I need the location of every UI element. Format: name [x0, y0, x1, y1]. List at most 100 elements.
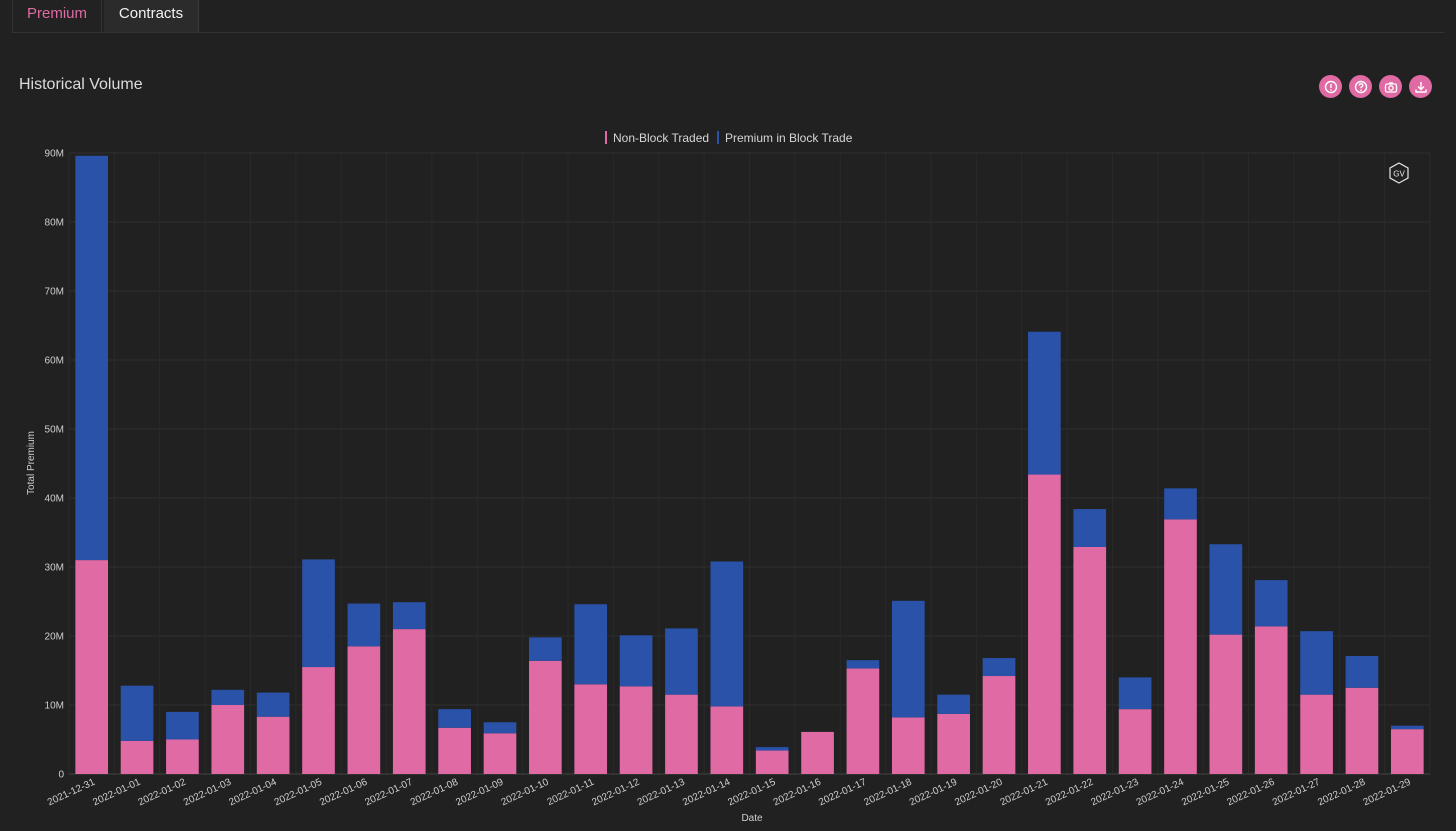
bar-non-block[interactable]	[1118, 709, 1152, 774]
bar-block-trade[interactable]	[75, 155, 109, 561]
download-icon	[1414, 81, 1427, 93]
x-axis-ticks: 2021-12-312022-01-012022-01-022022-01-03…	[46, 777, 1413, 809]
bar-non-block[interactable]	[1028, 474, 1061, 774]
bar-block-trade[interactable]	[347, 603, 381, 647]
bar-non-block[interactable]	[347, 646, 381, 774]
tab-premium[interactable]: Premium	[12, 0, 102, 32]
bar-block-trade[interactable]	[256, 692, 290, 717]
bar-block-trade[interactable]	[755, 747, 789, 751]
bar-block-trade[interactable]	[1073, 509, 1107, 547]
bar-block-trade[interactable]	[982, 658, 1016, 677]
bar-non-block[interactable]	[166, 739, 199, 775]
bar-non-block[interactable]	[574, 684, 608, 774]
bar-non-block[interactable]	[120, 740, 154, 774]
bar-non-block[interactable]	[1164, 519, 1197, 774]
y-tick-label: 10M	[45, 701, 64, 712]
bar-non-block[interactable]	[710, 706, 744, 774]
tab-bar: Premium Contracts	[12, 0, 1444, 33]
x-tick-label: 2022-01-12	[590, 777, 641, 809]
bar-non-block[interactable]	[529, 660, 562, 774]
gv-watermark-icon: GV	[1389, 162, 1409, 184]
x-tick-label: 2022-01-15	[726, 777, 777, 809]
legend-swatch-block[interactable]	[717, 131, 719, 144]
bar-block-trade[interactable]	[529, 637, 562, 661]
y-tick-label: 60M	[45, 356, 64, 367]
y-tick-label: 30M	[45, 563, 64, 574]
x-tick-label: 2022-01-17	[817, 777, 868, 809]
x-tick-label: 2022-01-20	[953, 777, 1004, 809]
help-button[interactable]	[1349, 75, 1372, 98]
bar-block-trade[interactable]	[1254, 580, 1288, 627]
download-button[interactable]	[1409, 75, 1432, 98]
bar-non-block[interactable]	[982, 676, 1016, 774]
bar-non-block[interactable]	[937, 713, 970, 774]
bar-block-trade[interactable]	[483, 722, 517, 734]
x-tick-label: 2022-01-10	[500, 777, 551, 809]
bar-block-trade[interactable]	[392, 602, 426, 630]
screenshot-button[interactable]	[1379, 75, 1402, 98]
bar-non-block[interactable]	[1390, 729, 1424, 774]
bar-block-trade[interactable]	[302, 559, 335, 668]
bar-block-trade[interactable]	[1300, 631, 1333, 695]
bar-block-trade[interactable]	[1028, 331, 1061, 475]
bar-block-trade[interactable]	[166, 711, 199, 740]
chart-grid	[68, 152, 1431, 775]
bar-block-trade[interactable]	[1164, 488, 1197, 520]
bar-block-trade[interactable]	[710, 561, 744, 707]
bar-block-trade[interactable]	[619, 635, 653, 687]
bar-block-trade[interactable]	[211, 689, 245, 705]
y-tick-label: 80M	[45, 218, 64, 229]
bar-non-block[interactable]	[75, 560, 109, 774]
bar-block-trade[interactable]	[1209, 544, 1243, 635]
y-tick-label: 20M	[45, 632, 64, 643]
bar-non-block[interactable]	[392, 629, 426, 774]
legend-label-block[interactable]: Premium in Block Trade	[725, 131, 853, 145]
x-tick-label: 2022-01-14	[681, 777, 732, 809]
y-tick-label: 50M	[45, 425, 64, 436]
x-tick-label: 2022-01-18	[863, 777, 914, 809]
bar-non-block[interactable]	[211, 705, 245, 774]
bar-block-trade[interactable]	[665, 628, 698, 695]
bar-non-block[interactable]	[1254, 626, 1288, 774]
x-tick-label: 2021-12-31	[46, 777, 97, 809]
camera-icon	[1384, 81, 1397, 93]
bar-block-trade[interactable]	[1390, 725, 1424, 730]
x-tick-label: 2022-01-16	[772, 777, 823, 809]
info-button[interactable]	[1319, 75, 1342, 98]
bar-non-block[interactable]	[665, 694, 698, 774]
legend: Non-Block Traded Premium in Block Trade	[605, 131, 853, 145]
bar-block-trade[interactable]	[1118, 677, 1152, 710]
legend-swatch-non-block[interactable]	[605, 131, 607, 144]
y-tick-label: 70M	[45, 287, 64, 298]
x-tick-label: 2022-01-04	[227, 777, 278, 809]
bar-block-trade[interactable]	[937, 694, 970, 714]
bar-non-block[interactable]	[619, 686, 653, 774]
bar-block-trade[interactable]	[1345, 656, 1379, 688]
bar-non-block[interactable]	[755, 750, 789, 774]
x-tick-label: 2022-01-05	[273, 777, 324, 809]
bar-block-trade[interactable]	[846, 660, 880, 669]
x-tick-label: 2022-01-08	[409, 777, 460, 809]
y-axis-ticks: 0 10M 20M 30M 40M 50M 60M 70M 80M 90M	[45, 149, 65, 781]
legend-label-non-block[interactable]: Non-Block Traded	[613, 131, 709, 145]
bar-block-trade[interactable]	[891, 600, 925, 718]
bar-block-trade[interactable]	[438, 709, 471, 728]
chart-bars	[75, 155, 1424, 775]
x-tick-label: 2022-01-01	[91, 777, 142, 809]
bar-non-block[interactable]	[801, 731, 834, 774]
x-tick-label: 2022-01-24	[1135, 777, 1186, 809]
bar-non-block[interactable]	[846, 668, 880, 774]
bar-non-block[interactable]	[1073, 546, 1107, 774]
bar-non-block[interactable]	[1345, 687, 1379, 774]
bar-non-block[interactable]	[483, 733, 517, 774]
bar-non-block[interactable]	[1300, 694, 1333, 774]
bar-block-trade[interactable]	[574, 604, 608, 685]
bar-non-block[interactable]	[302, 667, 335, 774]
tab-contracts[interactable]: Contracts	[104, 0, 199, 32]
bar-non-block[interactable]	[256, 716, 290, 774]
bar-block-trade[interactable]	[120, 685, 154, 741]
bar-non-block[interactable]	[891, 717, 925, 774]
bar-non-block[interactable]	[1209, 634, 1243, 774]
bar-non-block[interactable]	[438, 727, 471, 774]
